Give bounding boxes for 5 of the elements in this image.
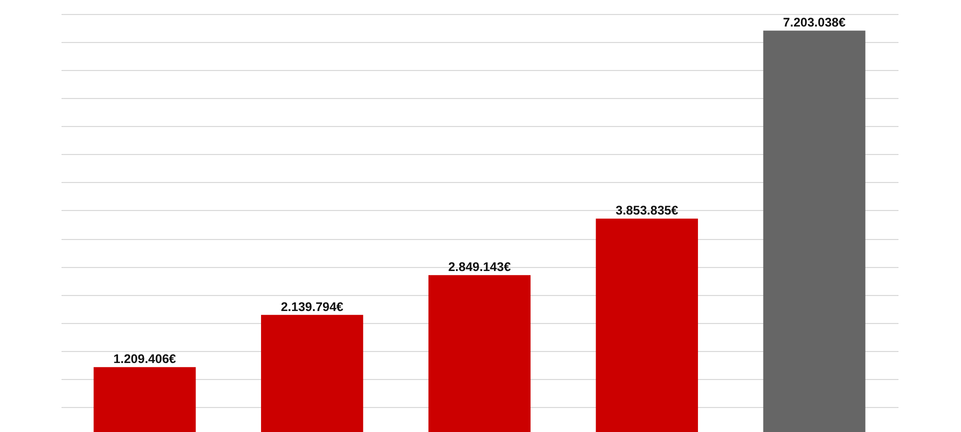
data-label: 7.203.038€ [783, 16, 846, 30]
data-label: 2.139.794€ [280, 300, 344, 314]
data-label: 1.209.406€ [113, 352, 176, 366]
data-label: 2.849.143€ [448, 260, 511, 274]
data-label: 3.853.835€ [616, 204, 678, 218]
